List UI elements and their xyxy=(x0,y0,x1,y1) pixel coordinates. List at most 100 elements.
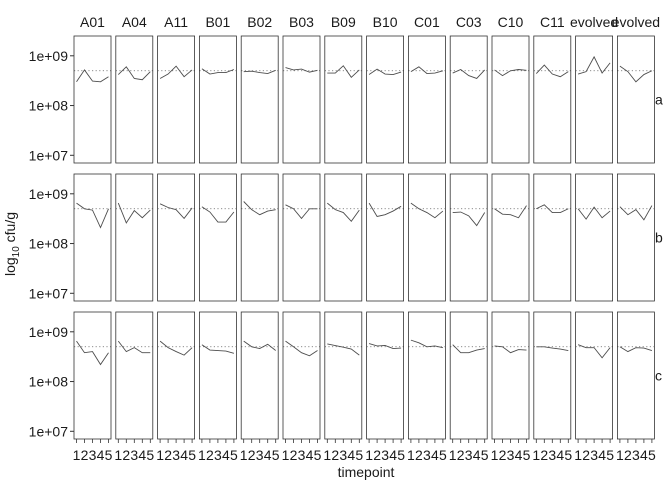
x-tick-label: 5 xyxy=(355,447,363,463)
series-line xyxy=(201,68,235,75)
x-tick-label: 4 xyxy=(598,447,606,463)
panel-border xyxy=(198,173,237,302)
panel-border xyxy=(491,35,530,164)
x-tick-label: 2 xyxy=(248,447,256,463)
x-tick-label: 1 xyxy=(365,447,373,463)
series-line xyxy=(285,340,318,357)
panel-border xyxy=(115,173,154,302)
facet-column-label: B02 xyxy=(247,14,272,30)
x-tick-label: 3 xyxy=(89,447,97,463)
panel-border xyxy=(240,35,279,164)
series-line xyxy=(327,343,360,356)
x-tick-label: 5 xyxy=(606,447,614,463)
series-line xyxy=(327,202,360,223)
y-tick-label: 1e+07 xyxy=(29,147,69,163)
panel-border xyxy=(324,173,363,302)
series-line xyxy=(159,65,193,79)
panel-border xyxy=(198,311,237,440)
facet-column-label: A04 xyxy=(122,14,147,30)
panel-border xyxy=(449,311,488,440)
panel-border xyxy=(324,311,363,440)
x-tick-label: 4 xyxy=(180,447,188,463)
facet-panel xyxy=(282,35,321,164)
y-tick-label: 1e+07 xyxy=(29,423,69,439)
series-line xyxy=(577,55,611,75)
x-tick-label: 5 xyxy=(314,447,322,463)
facet-panel xyxy=(240,173,279,302)
series-line xyxy=(76,202,109,229)
x-axis-title: timepoint xyxy=(338,464,395,480)
x-tick-label: 4 xyxy=(515,447,523,463)
panel-border xyxy=(491,311,530,440)
series-line xyxy=(494,205,527,219)
panel-border xyxy=(491,173,530,302)
panel-border xyxy=(157,173,196,302)
panel-border xyxy=(73,173,112,302)
series-line xyxy=(577,344,611,359)
facet-panel xyxy=(115,173,154,302)
x-tick-label: 3 xyxy=(172,447,180,463)
x-tick-label: 5 xyxy=(564,447,572,463)
facet-panel xyxy=(73,35,112,164)
facet-panel xyxy=(198,35,237,164)
x-tick-label: 3 xyxy=(632,447,640,463)
panel-border xyxy=(449,173,488,302)
y-axis-title-prefix: log xyxy=(2,257,18,276)
facet-panel xyxy=(449,35,488,164)
series-line xyxy=(535,64,569,78)
x-tick-label: 3 xyxy=(381,447,389,463)
y-axis-title-subscript: 10 xyxy=(11,246,22,258)
x-tick-label: 4 xyxy=(431,447,439,463)
facet-panel xyxy=(575,35,613,164)
facet-column-label: C01 xyxy=(414,14,440,30)
series-line xyxy=(619,205,653,221)
series-line xyxy=(536,346,569,351)
x-tick-label: 1 xyxy=(407,447,415,463)
panel-border xyxy=(366,173,405,302)
facet-panel xyxy=(617,35,655,164)
series-line xyxy=(76,340,109,366)
facet-panel xyxy=(157,35,196,164)
panel-border xyxy=(73,311,112,440)
panel-border xyxy=(617,35,655,164)
panel-border xyxy=(575,35,613,164)
x-tick-label: 2 xyxy=(164,447,172,463)
x-tick-label: 2 xyxy=(81,447,89,463)
series-line xyxy=(201,344,235,354)
x-tick-label: 1 xyxy=(114,447,122,463)
panel-border xyxy=(533,311,572,440)
facet-panel xyxy=(449,173,488,302)
x-tick-label: 5 xyxy=(272,447,280,463)
panel-border xyxy=(407,173,446,302)
facet-panel xyxy=(73,173,112,302)
facet-row-label: b xyxy=(655,230,663,246)
panel-border xyxy=(366,311,405,440)
series-line xyxy=(117,202,151,224)
facet-column-label: B01 xyxy=(205,14,230,30)
x-tick-label: 3 xyxy=(298,447,306,463)
x-tick-label: 5 xyxy=(481,447,489,463)
y-axis-title-text: log10 cfu/g xyxy=(2,212,22,276)
facet-panel xyxy=(366,173,405,302)
series-line xyxy=(243,340,276,351)
x-tick-label: 3 xyxy=(256,447,264,463)
x-tick-label: 5 xyxy=(523,447,531,463)
panel-border xyxy=(115,311,154,440)
facet-column-label: B03 xyxy=(289,14,314,30)
series-line xyxy=(368,202,402,217)
y-tick-label: 1e+08 xyxy=(29,236,69,252)
facet-panel xyxy=(407,35,446,164)
panel-border xyxy=(324,35,363,164)
series-line xyxy=(117,340,151,354)
x-tick-label: 5 xyxy=(105,447,113,463)
panel-border xyxy=(282,173,321,302)
